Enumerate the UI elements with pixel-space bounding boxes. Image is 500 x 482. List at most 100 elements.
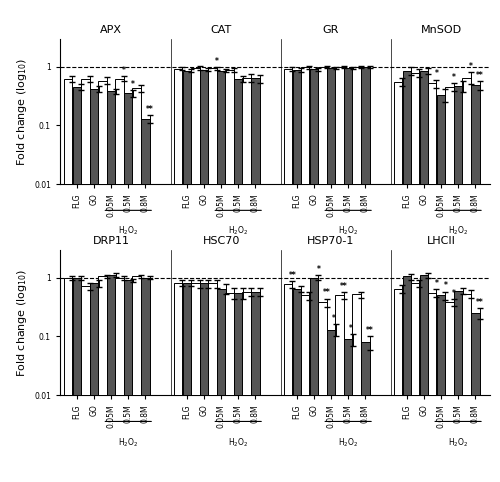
Bar	[293, 289, 302, 482]
Bar	[208, 68, 216, 482]
Bar	[217, 289, 226, 482]
Bar	[471, 85, 480, 482]
Bar	[352, 295, 361, 482]
Text: H$_2$O$_2$: H$_2$O$_2$	[228, 225, 248, 238]
Bar	[437, 295, 446, 482]
Bar	[174, 69, 182, 482]
Bar	[251, 292, 260, 482]
Bar	[81, 79, 90, 482]
Bar	[428, 293, 436, 482]
Text: **: **	[476, 71, 484, 80]
Bar	[90, 283, 98, 482]
Text: HSC70: HSC70	[202, 236, 240, 246]
Text: H$_2$O$_2$: H$_2$O$_2$	[338, 225, 358, 238]
Bar	[132, 277, 141, 482]
Text: H$_2$O$_2$: H$_2$O$_2$	[118, 225, 139, 238]
Text: CAT: CAT	[210, 25, 232, 35]
Bar	[445, 302, 454, 482]
Bar	[454, 291, 462, 482]
Bar	[142, 119, 150, 482]
Bar	[191, 68, 200, 482]
Bar	[64, 79, 72, 482]
Bar	[251, 79, 260, 482]
Bar	[411, 283, 420, 482]
Bar	[437, 95, 446, 482]
Bar	[64, 278, 72, 482]
Text: *: *	[434, 69, 438, 79]
Bar	[293, 70, 302, 482]
Bar	[217, 71, 226, 482]
Bar	[234, 79, 242, 482]
Bar	[318, 67, 326, 482]
Text: *: *	[452, 73, 456, 82]
Bar	[200, 70, 208, 482]
Text: DRP11: DRP11	[92, 236, 130, 246]
Bar	[225, 293, 234, 482]
Text: **: **	[288, 271, 296, 280]
Bar	[462, 294, 470, 482]
Bar	[124, 94, 132, 482]
Bar	[361, 342, 370, 482]
Text: *: *	[131, 80, 134, 89]
Bar	[107, 275, 116, 482]
Bar	[183, 283, 192, 482]
Bar	[352, 67, 361, 482]
Bar	[107, 91, 116, 482]
Bar	[234, 293, 242, 482]
Text: **: **	[332, 314, 340, 323]
Text: HSP70-1: HSP70-1	[308, 236, 354, 246]
Text: H$_2$O$_2$: H$_2$O$_2$	[338, 436, 358, 449]
Bar	[225, 70, 234, 482]
Bar	[420, 275, 428, 482]
Text: **: **	[366, 326, 374, 335]
Bar	[344, 339, 352, 482]
Bar	[90, 89, 98, 482]
Bar	[462, 78, 470, 482]
Text: APX: APX	[100, 25, 122, 35]
Text: *: *	[452, 289, 456, 298]
Bar	[284, 69, 292, 482]
Text: *: *	[434, 279, 438, 288]
Bar	[394, 289, 402, 482]
Bar	[132, 88, 141, 482]
Bar	[394, 82, 402, 482]
Bar	[344, 68, 352, 482]
Bar	[327, 330, 336, 482]
Bar	[284, 284, 292, 482]
Bar	[174, 283, 182, 482]
Bar	[183, 71, 192, 482]
Text: *: *	[214, 57, 218, 66]
Bar	[98, 80, 106, 482]
Text: H$_2$O$_2$: H$_2$O$_2$	[118, 436, 139, 449]
Bar	[335, 67, 344, 482]
Bar	[420, 71, 428, 482]
Bar	[301, 295, 310, 482]
Bar	[142, 278, 150, 482]
Text: H$_2$O$_2$: H$_2$O$_2$	[228, 436, 248, 449]
Text: *: *	[122, 66, 126, 75]
Text: MnSOD: MnSOD	[420, 25, 462, 35]
Bar	[471, 313, 480, 482]
Text: *: *	[316, 265, 320, 274]
Bar	[445, 87, 454, 482]
Bar	[73, 278, 82, 482]
Bar	[115, 79, 124, 482]
Text: GR: GR	[323, 25, 339, 35]
Bar	[411, 73, 420, 482]
Text: **: **	[349, 324, 356, 333]
Text: *: *	[469, 62, 472, 71]
Bar	[318, 302, 326, 482]
Y-axis label: Fold change (log$_{10}$): Fold change (log$_{10}$)	[14, 57, 28, 165]
Bar	[454, 86, 462, 482]
Y-axis label: Fold change (log$_{10}$): Fold change (log$_{10}$)	[14, 268, 28, 376]
Text: **: **	[340, 282, 347, 291]
Bar	[301, 67, 310, 482]
Bar	[81, 286, 90, 482]
Bar	[242, 292, 251, 482]
Bar	[310, 69, 318, 482]
Bar	[361, 67, 370, 482]
Text: H$_2$O$_2$: H$_2$O$_2$	[448, 436, 468, 449]
Bar	[98, 277, 106, 482]
Text: *: *	[444, 281, 448, 290]
Bar	[335, 295, 344, 482]
